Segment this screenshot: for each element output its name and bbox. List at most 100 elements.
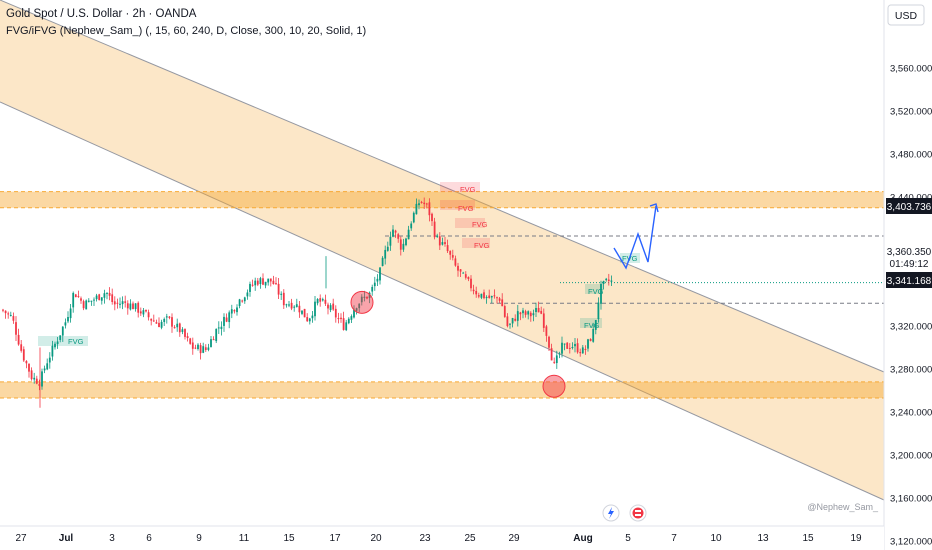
candle-body[interactable]	[267, 278, 270, 283]
candle-body[interactable]	[186, 336, 189, 339]
candle-body[interactable]	[17, 334, 20, 345]
candle-body[interactable]	[280, 293, 283, 295]
candle-body[interactable]	[342, 318, 345, 330]
candle-body[interactable]	[418, 203, 420, 206]
candle-body[interactable]	[397, 234, 400, 239]
candle-body[interactable]	[514, 318, 517, 321]
candle-body[interactable]	[584, 348, 587, 350]
candle-body[interactable]	[163, 318, 166, 322]
candle-body[interactable]	[43, 368, 46, 371]
candle-body[interactable]	[467, 276, 470, 280]
candle-body[interactable]	[126, 303, 129, 309]
candle-body[interactable]	[441, 242, 444, 245]
candle-body[interactable]	[412, 212, 415, 223]
candle-body[interactable]	[451, 255, 454, 258]
candle-body[interactable]	[72, 292, 75, 308]
candle-body[interactable]	[566, 342, 569, 349]
candle-body[interactable]	[501, 299, 504, 307]
candle-body[interactable]	[321, 299, 324, 301]
candle-body[interactable]	[100, 297, 103, 301]
candle-body[interactable]	[303, 308, 306, 318]
candle-body[interactable]	[340, 317, 342, 320]
candle-body[interactable]	[535, 307, 537, 313]
candle-body[interactable]	[347, 318, 350, 324]
candle-body[interactable]	[194, 347, 197, 349]
candle-body[interactable]	[579, 352, 582, 354]
candle-body[interactable]	[358, 303, 361, 309]
candle-body[interactable]	[56, 341, 59, 345]
candle-body[interactable]	[386, 246, 389, 251]
candle-body[interactable]	[410, 223, 413, 229]
candle-body[interactable]	[233, 310, 236, 312]
candle-body[interactable]	[67, 316, 69, 322]
candle-body[interactable]	[134, 303, 137, 310]
candle-body[interactable]	[173, 327, 176, 329]
candle-body[interactable]	[145, 309, 147, 312]
candle-body[interactable]	[30, 370, 33, 380]
candle-body[interactable]	[550, 348, 553, 361]
candle-body[interactable]	[498, 298, 501, 301]
candle-body[interactable]	[423, 202, 426, 205]
candle-body[interactable]	[516, 311, 519, 321]
candle-body[interactable]	[295, 304, 298, 308]
candle-body[interactable]	[298, 305, 301, 313]
candle-body[interactable]	[210, 339, 212, 347]
candle-body[interactable]	[269, 278, 272, 282]
candle-body[interactable]	[597, 302, 600, 320]
candle-body[interactable]	[259, 278, 262, 285]
candle-body[interactable]	[324, 299, 327, 304]
candle-body[interactable]	[314, 301, 316, 317]
currency-button[interactable]	[887, 4, 925, 26]
candle-body[interactable]	[574, 343, 576, 347]
candle-body[interactable]	[327, 304, 329, 309]
candle-body[interactable]	[431, 213, 433, 222]
candle-body[interactable]	[241, 300, 244, 302]
candle-body[interactable]	[563, 343, 566, 345]
candle-body[interactable]	[262, 278, 264, 285]
candle-body[interactable]	[129, 303, 132, 310]
candle-body[interactable]	[191, 342, 194, 349]
candle-body[interactable]	[59, 335, 62, 340]
candle-body[interactable]	[371, 286, 374, 292]
candle-body[interactable]	[168, 316, 171, 318]
candle-body[interactable]	[38, 383, 41, 386]
candle-body[interactable]	[249, 283, 251, 292]
candle-body[interactable]	[282, 292, 285, 306]
candle-body[interactable]	[485, 297, 488, 299]
candle-body[interactable]	[311, 315, 314, 319]
candle-body[interactable]	[337, 318, 340, 320]
candle-body[interactable]	[95, 295, 98, 300]
candle-body[interactable]	[561, 342, 563, 354]
candle-body[interactable]	[199, 345, 202, 354]
candles[interactable]	[2, 197, 613, 408]
candle-body[interactable]	[527, 311, 530, 315]
candle-body[interactable]	[80, 298, 82, 301]
candle-body[interactable]	[415, 203, 418, 215]
candle-body[interactable]	[568, 347, 571, 350]
candle-body[interactable]	[548, 336, 550, 348]
candle-body[interactable]	[87, 300, 90, 302]
candle-body[interactable]	[51, 345, 54, 357]
candle-body[interactable]	[256, 280, 259, 285]
candle-body[interactable]	[407, 229, 410, 240]
candle-body[interactable]	[334, 308, 337, 318]
candle-body[interactable]	[223, 316, 225, 326]
candle-body[interactable]	[33, 377, 36, 380]
candle-body[interactable]	[576, 343, 579, 353]
candle-body[interactable]	[85, 300, 88, 310]
candle-body[interactable]	[160, 321, 163, 328]
candle-body[interactable]	[381, 257, 384, 267]
candle-body[interactable]	[7, 313, 10, 315]
candle-body[interactable]	[238, 299, 241, 307]
candle-body[interactable]	[470, 278, 472, 289]
candle-body[interactable]	[181, 329, 184, 332]
candle-body[interactable]	[459, 269, 462, 272]
candle-body[interactable]	[293, 306, 296, 308]
candle-body[interactable]	[480, 293, 483, 298]
candle-body[interactable]	[545, 326, 548, 336]
candle-body[interactable]	[610, 280, 613, 282]
candle-body[interactable]	[142, 310, 145, 315]
candle-body[interactable]	[184, 329, 186, 337]
candle-body[interactable]	[204, 347, 207, 350]
